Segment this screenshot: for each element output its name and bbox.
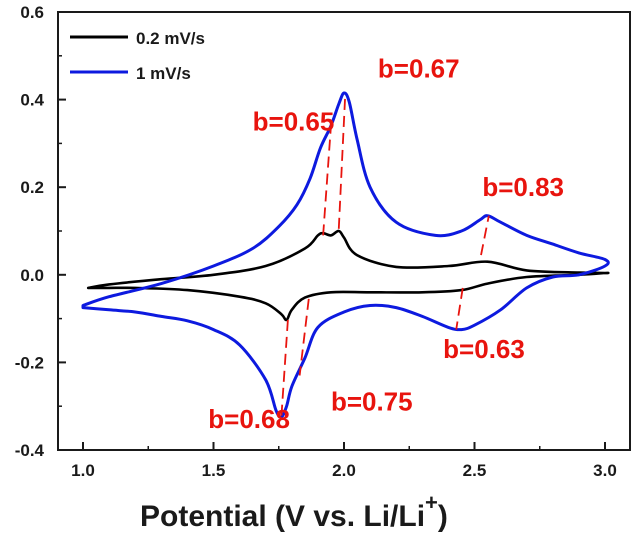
annotation-labels: b=0.67 b=0.65 b=0.83 b=0.63 b=0.75 b=0.68 xyxy=(208,54,564,434)
x-tick-label: 3.0 xyxy=(593,461,617,480)
tick-group: 1.0 1.5 2.0 2.5 3.0 -0.4 -0.2 0.0 0.2 0.4 0.6 xyxy=(15,3,617,480)
series-group xyxy=(81,91,610,419)
dashed-guide xyxy=(298,298,310,376)
legend-label-1: 1 mV/s xyxy=(136,64,191,83)
dashed-guide xyxy=(480,215,490,256)
series-line-1 xyxy=(81,91,610,419)
y-tick-label: -0.4 xyxy=(15,441,45,460)
y-tick-label: 0.6 xyxy=(20,3,44,22)
y-tick-label: 0.4 xyxy=(20,91,44,110)
annotation-b-value: b=0.68 xyxy=(208,404,290,434)
x-tick-label: 1.0 xyxy=(71,461,95,480)
legend-label-0: 0.2 mV/s xyxy=(136,29,205,48)
dashed-guides xyxy=(280,92,490,418)
y-tick-label: -0.2 xyxy=(15,353,44,372)
annotation-b-value: b=0.67 xyxy=(378,54,460,84)
annotation-b-value: b=0.75 xyxy=(331,387,413,417)
annotation-b-value: b=0.65 xyxy=(253,106,335,136)
x-axis-label-sup: + xyxy=(425,490,438,515)
annotation-b-value: b=0.83 xyxy=(482,172,564,202)
y-tick-label: 0.0 xyxy=(20,266,44,285)
x-tick-label: 2.0 xyxy=(332,461,356,480)
x-axis-label: Potential (V vs. Li/Li+) xyxy=(140,490,448,533)
x-tick-label: 2.5 xyxy=(463,461,487,480)
dashed-guide xyxy=(337,92,347,229)
x-tick-label: 1.5 xyxy=(202,461,226,480)
dashed-guide xyxy=(322,125,332,236)
legend: 0.2 mV/s 1 mV/s xyxy=(70,29,205,83)
annotation-b-value: b=0.63 xyxy=(443,334,525,364)
x-axis-label-close: ) xyxy=(438,500,448,533)
series-line-0 xyxy=(86,229,610,322)
y-tick-label: 0.2 xyxy=(20,178,44,197)
dashed-guide xyxy=(455,287,464,330)
